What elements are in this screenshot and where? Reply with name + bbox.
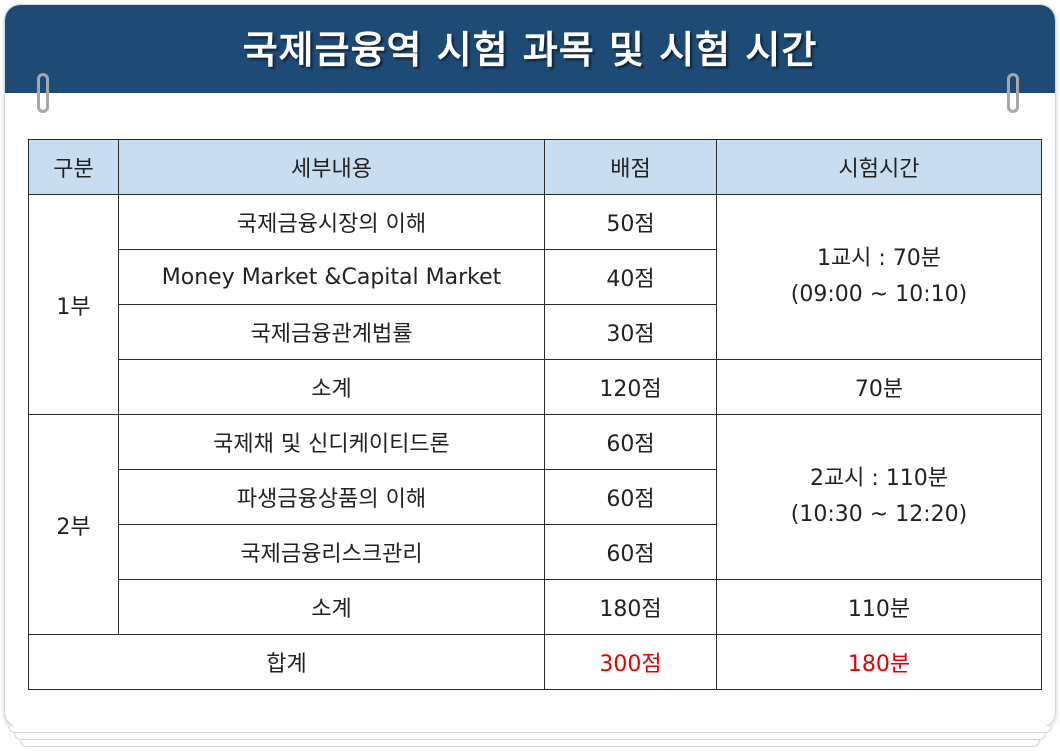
subtotal-time: 110분 bbox=[716, 579, 1042, 635]
table-header-row: 구분 세부내용 배점 시험시간 bbox=[28, 139, 1042, 195]
exam-info-card: 국제금융역 시험 과목 및 시험 시간 구분 세부내용 배점 시험시간 1부 국… bbox=[4, 4, 1056, 728]
subtotal-score: 120점 bbox=[544, 359, 717, 415]
page-edge bbox=[20, 740, 1040, 747]
table-row: 2부 국제채 및 신디케이티드론 60점 2교시 : 110분 (10:30 ~… bbox=[28, 414, 1042, 635]
subtotal-label: 소계 bbox=[118, 359, 545, 415]
subtotal-score: 180점 bbox=[544, 579, 717, 635]
score-cell: 50점 bbox=[544, 194, 717, 250]
subject-cell: 파생금융상품의 이해 bbox=[118, 469, 545, 525]
total-row: 합계 300점 180분 bbox=[28, 634, 1042, 690]
score-cell: 30점 bbox=[544, 304, 717, 360]
subject-cell: Money Market &Capital Market bbox=[118, 249, 545, 305]
score-cell: 60점 bbox=[544, 469, 717, 525]
binder-ring-icon bbox=[1007, 73, 1019, 113]
page-edge bbox=[8, 726, 1052, 733]
exam-schedule-table: 구분 세부내용 배점 시험시간 1부 국제금융시장의 이해 50점 1교시 : … bbox=[28, 139, 1042, 690]
subtotal-row: 소계 120점 70분 bbox=[29, 359, 1042, 415]
session-time: 1교시 : 70분 bbox=[816, 246, 942, 271]
title-banner: 국제금융역 시험 과목 및 시험 시간 bbox=[5, 5, 1055, 93]
table-row: Money Market &Capital Market 40점 bbox=[29, 249, 1042, 305]
part-label: 1부 bbox=[28, 194, 119, 415]
total-label: 합계 bbox=[28, 634, 545, 690]
score-cell: 40점 bbox=[544, 249, 717, 305]
binder-ring-icon bbox=[37, 73, 49, 113]
time-cell: 1교시 : 70분 (09:00 ~ 10:10) bbox=[716, 194, 1042, 360]
column-header-category: 구분 bbox=[28, 139, 119, 195]
page-edge bbox=[14, 733, 1046, 740]
subject-cell: 국제채 및 신디케이티드론 bbox=[118, 414, 545, 470]
subtotal-label: 소계 bbox=[118, 579, 545, 635]
session-range: (10:30 ~ 12:20) bbox=[790, 502, 968, 527]
time-cell: 2교시 : 110분 (10:30 ~ 12:20) bbox=[716, 414, 1042, 580]
subject-cell: 국제금융관계법률 bbox=[118, 304, 545, 360]
subject-cell: 국제금융시장의 이해 bbox=[118, 194, 545, 250]
session-time: 2교시 : 110분 bbox=[809, 466, 949, 491]
subtotal-time: 70분 bbox=[716, 359, 1042, 415]
column-header-time: 시험시간 bbox=[716, 139, 1042, 195]
total-time: 180분 bbox=[716, 634, 1042, 690]
session-range: (09:00 ~ 10:10) bbox=[790, 282, 968, 307]
table-row: 1부 국제금융시장의 이해 50점 1교시 : 70분 (09:00 ~ 10:… bbox=[28, 194, 1042, 415]
column-header-details: 세부내용 bbox=[118, 139, 545, 195]
subtotal-row: 소계 180점 110분 bbox=[29, 579, 1042, 635]
score-cell: 60점 bbox=[544, 524, 717, 580]
score-cell: 60점 bbox=[544, 414, 717, 470]
page-title: 국제금융역 시험 과목 및 시험 시간 bbox=[242, 27, 818, 72]
subject-cell: 국제금융리스크관리 bbox=[118, 524, 545, 580]
column-header-score: 배점 bbox=[544, 139, 717, 195]
total-score: 300점 bbox=[544, 634, 717, 690]
part-label: 2부 bbox=[28, 414, 119, 635]
